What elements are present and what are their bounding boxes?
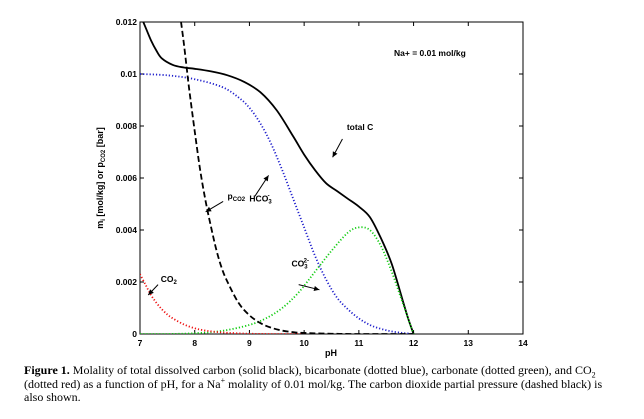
- y-axis-label-sub-co2: CO2: [101, 149, 107, 162]
- annotation-arrowhead: [148, 289, 154, 295]
- series-line-0: [142, 22, 415, 334]
- x-tick-label: 7: [138, 338, 143, 348]
- series-annotation: HCO3-: [249, 193, 272, 205]
- x-tick-label: 11: [354, 338, 363, 348]
- figure-caption: Figure 1. Molality of total dissolved ca…: [24, 363, 609, 405]
- caption-text-c: molality of 0.01 mol/kg. The carbon diox…: [24, 376, 603, 404]
- x-axis-label: pH: [325, 348, 337, 358]
- series-annotation: CO32-: [292, 258, 309, 270]
- y-tick-label: 0: [132, 329, 137, 339]
- annotation-arrowhead: [263, 175, 269, 182]
- series-annotation: pCO2: [228, 191, 246, 203]
- annotation-layer: total C HCO3- CO32- pCO2 CO2: [147, 122, 373, 296]
- series-line-4: [180, 22, 414, 334]
- y-tick-label: 0.004: [116, 225, 138, 235]
- sodium-annotation: Na+ = 0.01 mol/kg: [394, 48, 466, 58]
- x-tick-label: 12: [409, 338, 419, 348]
- series-line-2: [140, 226, 415, 334]
- y-tick-label: 0.002: [116, 277, 138, 287]
- series-annotation: total C: [347, 122, 373, 132]
- series-line-3: [140, 273, 305, 334]
- axis-ticks: 7 8 9 10 11 12 13 14 0 0.002 0.004 0.006 0.008 0.01 0.…: [116, 17, 528, 348]
- x-tick-label: 8: [192, 338, 197, 348]
- caption-sup: +: [220, 375, 226, 385]
- series-annotation: CO2: [161, 274, 178, 286]
- x-tick-label: 14: [518, 338, 528, 348]
- plot-area: 7 8 9 10 11 12 13 14 0 0.002 0.004 0.006 0.008 0.01 0.…: [116, 17, 528, 348]
- y-tick-label: 0.008: [116, 121, 138, 131]
- y-axis-label-middle: [mol/kg] or p: [95, 162, 105, 219]
- caption-label: Figure 1.: [24, 363, 70, 377]
- y-axis-label-end: [bar]: [95, 127, 105, 150]
- sodium-annotation-text: Na+ = 0.01 mol/kg: [394, 48, 466, 58]
- x-tick-label: 9: [247, 338, 252, 348]
- caption-text-b: (dotted red) as a function of pH, for a …: [24, 376, 221, 391]
- y-tick-label: 0.012: [116, 17, 138, 27]
- annotation-arrowhead: [332, 151, 338, 158]
- series-layer: [140, 22, 415, 334]
- caption-sub: 2: [591, 370, 596, 380]
- y-axis-label-m: m: [95, 221, 105, 229]
- chart: 7 8 9 10 11 12 13 14 0 0.002 0.004 0.006 0.008 0.01 0.…: [95, 17, 528, 358]
- x-tick-label: 10: [299, 338, 309, 348]
- caption-text-a: Molality of total dissolved carbon (soli…: [69, 363, 592, 377]
- y-tick-label: 0.006: [116, 173, 138, 183]
- x-tick-label: 13: [464, 338, 474, 348]
- series-line-1: [140, 73, 414, 334]
- annotation-arrowhead: [205, 206, 212, 212]
- y-axis-label: mi [mol/kg] or pCO2 [bar]: [95, 127, 107, 229]
- y-axis-label-sub-i: i: [101, 219, 107, 221]
- y-tick-label: 0.01: [120, 69, 137, 79]
- annotation-arrowhead: [313, 285, 320, 292]
